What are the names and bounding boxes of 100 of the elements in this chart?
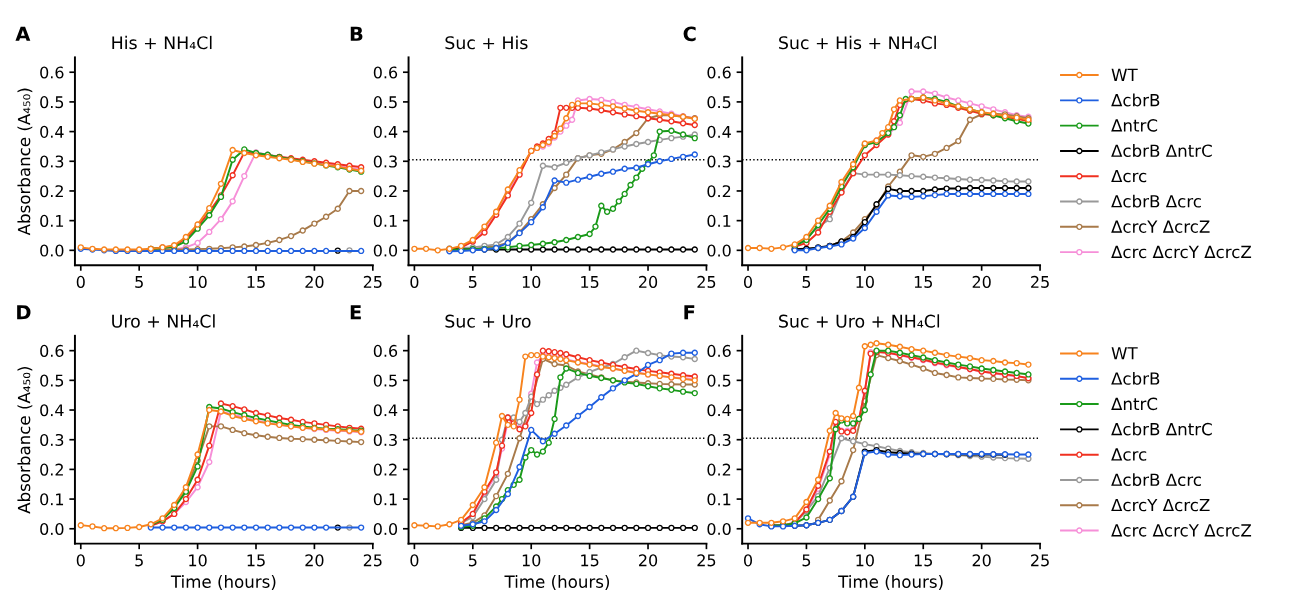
x-tick-label: 5 xyxy=(802,276,811,288)
x-axis-title: Time (hours) xyxy=(170,575,276,590)
y-tick-label: 0.1 xyxy=(373,493,397,506)
legend-label: ΔcbrB xyxy=(1111,371,1160,385)
legend-label: ΔcbrB xyxy=(1111,93,1160,107)
y-tick-label: 0.3 xyxy=(373,155,397,168)
legend-label: ΔcbrB ΔntrC xyxy=(1111,422,1212,436)
chart-title: Uro + NH₄Cl xyxy=(112,314,215,328)
legend-label: Δcrc xyxy=(1111,169,1147,183)
y-tick-label: 0.1 xyxy=(707,493,731,506)
text: C xyxy=(683,26,696,42)
y-tick-label: 0.6 xyxy=(707,66,731,79)
x-tick-label: 5 xyxy=(135,554,143,567)
y-tick-label: 0.6 xyxy=(373,344,398,357)
legend-label: ΔcrcY ΔcrcZ xyxy=(1111,498,1210,512)
x-tick-label: 10 xyxy=(856,275,874,288)
x-tick-label: 10 xyxy=(522,275,541,288)
x-tick-label: 20 xyxy=(972,275,991,288)
x-tick-label: 25 xyxy=(697,275,716,288)
chart-title: Suc + Uro xyxy=(445,314,531,328)
y-tick-label: 0.0 xyxy=(707,522,731,536)
x-tick-label: 10 xyxy=(856,554,874,567)
y-tick-label: 0.1 xyxy=(40,214,64,227)
y-tick-label: 0.5 xyxy=(707,96,731,109)
y-tick-label: 0.3 xyxy=(707,155,731,168)
x-tick-label: 0 xyxy=(76,275,85,288)
y-tick-label: 0.5 xyxy=(373,96,397,109)
y-tick-label: 0.3 xyxy=(40,155,64,168)
y-tick-label: 0.0 xyxy=(40,522,64,536)
x-tick-label: 20 xyxy=(305,275,324,288)
x-tick-label: 10 xyxy=(189,275,207,288)
y-tick-label: 0.6 xyxy=(40,344,64,357)
y-tick-label: 0.3 xyxy=(707,433,731,446)
x-axis-title: Time (hours) xyxy=(504,575,610,590)
legend-label: ΔcbrB ΔntrC xyxy=(1111,144,1212,158)
legend-label: ΔntrC xyxy=(1111,119,1158,132)
legend-label: WT xyxy=(1111,347,1138,360)
y-axis-title: Absorbance (A₄₅₀) xyxy=(17,88,33,236)
x-tick-label: 10 xyxy=(189,554,207,567)
x-tick-label: 15 xyxy=(914,276,933,288)
y-tick-label: 0.2 xyxy=(707,185,731,198)
x-tick-label: 5 xyxy=(802,554,811,567)
x-tick-label: 15 xyxy=(247,276,265,288)
legend-label: ΔcrcY ΔcrcZ xyxy=(1111,220,1210,233)
x-tick-label: 15 xyxy=(247,554,265,567)
y-tick-label: 0.4 xyxy=(707,404,731,417)
x-tick-label: 15 xyxy=(581,276,599,288)
chart-title: Suc + His + NH₄Cl xyxy=(779,35,936,50)
text: E xyxy=(350,305,361,320)
x-tick-label: 20 xyxy=(639,554,658,567)
y-tick-label: 0.0 xyxy=(373,244,398,257)
x-tick-label: 0 xyxy=(410,275,419,288)
y-tick-label: 0.5 xyxy=(707,374,731,387)
y-tick-label: 0.5 xyxy=(40,96,64,109)
chart-title: Suc + Uro + NH₄Cl xyxy=(779,314,940,328)
text: F xyxy=(684,305,695,320)
x-tick-label: 0 xyxy=(743,554,753,567)
legend-label: Δcrc ΔcrcY ΔcrcZ xyxy=(1111,245,1252,259)
y-tick-label: 0.6 xyxy=(373,66,398,79)
y-tick-label: 0.0 xyxy=(707,244,731,257)
x-axis-title: Time (hours) xyxy=(838,575,943,590)
x-tick-label: 20 xyxy=(639,275,658,288)
x-tick-label: 20 xyxy=(972,554,991,567)
x-tick-label: 25 xyxy=(697,554,716,567)
x-tick-label: 15 xyxy=(581,554,599,567)
y-tick-label: 0.1 xyxy=(707,214,731,227)
y-tick-label: 0.2 xyxy=(40,463,63,476)
x-tick-label: 10 xyxy=(522,554,541,567)
x-tick-label: 25 xyxy=(1031,554,1049,567)
legend-label: ΔcbrB Δcrc xyxy=(1111,194,1201,208)
text: D xyxy=(17,305,31,320)
y-tick-label: 0.4 xyxy=(40,125,64,138)
x-tick-label: 0 xyxy=(743,275,753,288)
y-tick-label: 0.4 xyxy=(373,404,398,417)
x-tick-label: 0 xyxy=(410,554,419,567)
y-tick-label: 0.1 xyxy=(373,214,397,227)
y-tick-label: 0.2 xyxy=(373,185,397,198)
y-tick-label: 0.0 xyxy=(373,522,398,536)
x-tick-label: 25 xyxy=(1031,275,1049,288)
y-tick-label: 0.6 xyxy=(40,66,64,79)
y-tick-label: 0.5 xyxy=(40,374,64,387)
x-tick-label: 25 xyxy=(363,275,382,288)
chart-title: Suc + His xyxy=(445,35,528,50)
text: A xyxy=(15,26,31,41)
chart-title: His + NH₄Cl xyxy=(112,35,212,50)
x-tick-label: 25 xyxy=(363,554,382,567)
y-axis-title: Absorbance (A₄₅₀) xyxy=(17,367,33,514)
y-tick-label: 0.2 xyxy=(707,463,731,476)
y-tick-label: 0.0 xyxy=(40,244,64,257)
legend-label: WT xyxy=(1111,68,1138,81)
y-tick-label: 0.4 xyxy=(707,125,731,138)
legend-label: Δcrc xyxy=(1111,448,1147,461)
x-tick-label: 5 xyxy=(468,276,477,288)
y-tick-label: 0.3 xyxy=(40,433,64,446)
y-tick-label: 0.2 xyxy=(40,185,63,198)
x-tick-label: 5 xyxy=(468,554,477,567)
y-tick-label: 0.1 xyxy=(40,493,64,506)
y-tick-label: 0.4 xyxy=(373,125,398,138)
x-tick-label: 0 xyxy=(76,554,85,567)
x-tick-label: 15 xyxy=(914,554,933,567)
